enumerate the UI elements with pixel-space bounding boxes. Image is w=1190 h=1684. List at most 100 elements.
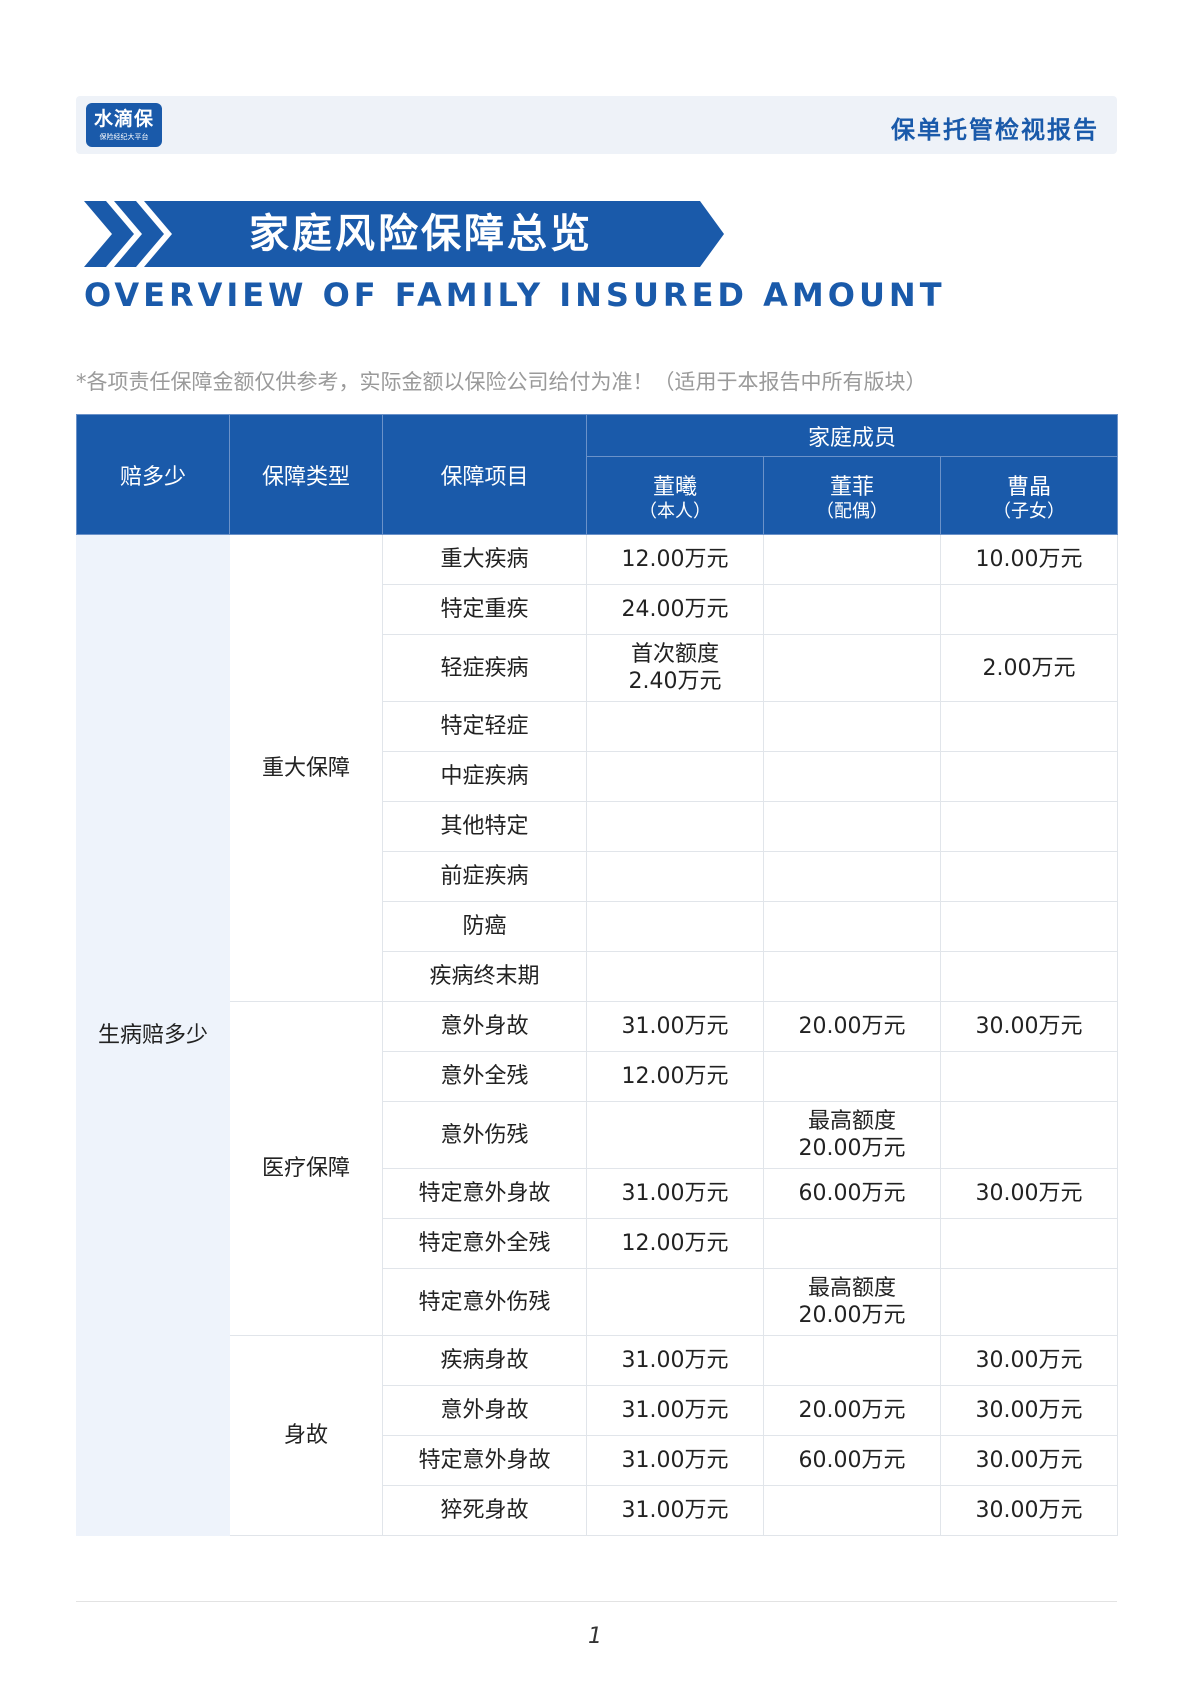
value-cell xyxy=(763,1218,941,1269)
item-cell: 意外伤残 xyxy=(382,1101,587,1169)
item-cell: 中症疾病 xyxy=(382,751,587,802)
value-cell xyxy=(940,1051,1118,1102)
item-cell: 前症疾病 xyxy=(382,851,587,902)
value-cell xyxy=(940,801,1118,852)
table-row: 疾病终末期 xyxy=(77,951,1118,1002)
value-cell: 31.00万元 xyxy=(586,1001,764,1052)
value-cell xyxy=(940,851,1118,902)
value-cell xyxy=(763,951,941,1002)
value-line: 20.00万元 xyxy=(798,1136,906,1161)
table-row: 身故 疾病身故 31.00万元 30.00万元 xyxy=(77,1335,1118,1536)
value-cell: 30.00万元 xyxy=(940,1385,1118,1436)
table-row: 其他特定 xyxy=(77,801,1118,852)
value-cell xyxy=(586,951,764,1002)
value-cell xyxy=(763,851,941,902)
value-cell: 20.00万元 xyxy=(763,1001,941,1052)
value-line: 2.40万元 xyxy=(628,669,722,694)
value-cell: 20.00万元 xyxy=(763,1385,941,1436)
value-cell xyxy=(763,634,941,702)
item-cell: 特定意外身故 xyxy=(382,1435,587,1486)
table-row: 特定意外身故 31.00万元 60.00万元 30.00万元 xyxy=(77,1168,1118,1219)
report-title: 保单托管检视报告 xyxy=(891,116,1099,144)
table-row: 中症疾病 xyxy=(77,751,1118,802)
table-row: 特定重疾 24.00万元 xyxy=(77,584,1118,635)
member-header: 董菲 （配偶） xyxy=(763,456,941,535)
header-coverage-item: 保障项目 xyxy=(382,414,587,535)
table-row: 生病赔多少 重大保障 重大疾病 12.00万元 10.00万元 xyxy=(76,534,1118,1536)
value-cell: 30.00万元 xyxy=(940,1001,1118,1052)
coverage-table: 赔多少 保障类型 保障项目 家庭成员 董曦 （本人） 董菲 （配偶） 曹晶 （子女） … xyxy=(76,414,1118,1536)
value-line: 最高额度 xyxy=(807,1276,896,1301)
value-cell xyxy=(940,1268,1118,1336)
disclaimer-note: *各项责任保障金额仅供参考，实际金额以保险公司给付为准！（适用于本报告中所有版块… xyxy=(76,370,927,394)
value-line: 20.00万元 xyxy=(798,1303,906,1328)
value-cell: 31.00万元 xyxy=(586,1485,764,1536)
value-cell: 最高额度 20.00万元 xyxy=(763,1268,941,1336)
page-number: 1 xyxy=(588,1624,602,1649)
value-cell xyxy=(763,534,941,585)
member-role: （子女） xyxy=(993,500,1065,522)
item-cell: 意外全残 xyxy=(382,1051,587,1102)
value-cell xyxy=(763,584,941,635)
value-cell: 30.00万元 xyxy=(940,1168,1118,1219)
item-cell: 特定轻症 xyxy=(382,701,587,752)
member-name: 董菲 xyxy=(829,474,874,500)
section-subtitle-en: OVERVIEW OF FAMILY INSURED AMOUNT xyxy=(84,276,946,314)
header-family-members: 家庭成员 xyxy=(586,414,1118,457)
value-cell xyxy=(763,801,941,852)
item-cell: 疾病终末期 xyxy=(382,951,587,1002)
item-cell: 特定意外伤残 xyxy=(382,1268,587,1336)
value-cell: 12.00万元 xyxy=(586,1051,764,1102)
value-cell xyxy=(763,701,941,752)
member-header: 董曦 （本人） xyxy=(586,456,764,535)
value-cell xyxy=(586,751,764,802)
value-cell: 12.00万元 xyxy=(586,1218,764,1269)
table-row: 特定轻症 xyxy=(77,701,1118,752)
item-cell: 特定意外全残 xyxy=(382,1218,587,1269)
value-cell xyxy=(763,1335,941,1386)
value-cell: 30.00万元 xyxy=(940,1435,1118,1486)
value-line: 首次额度 xyxy=(630,642,719,667)
value-cell xyxy=(940,1218,1118,1269)
value-cell: 12.00万元 xyxy=(586,534,764,585)
value-cell xyxy=(586,1268,764,1336)
item-cell: 特定意外身故 xyxy=(382,1168,587,1219)
item-cell: 特定重疾 xyxy=(382,584,587,635)
value-cell: 10.00万元 xyxy=(940,534,1118,585)
value-cell: 31.00万元 xyxy=(586,1385,764,1436)
value-cell xyxy=(763,1485,941,1536)
value-cell xyxy=(586,851,764,902)
value-cell xyxy=(940,1101,1118,1169)
logo-subtext: 保险经纪大平台 xyxy=(99,133,149,141)
value-cell xyxy=(763,901,941,952)
value-cell: 31.00万元 xyxy=(586,1168,764,1219)
member-role: （本人） xyxy=(639,500,711,522)
value-cell xyxy=(940,951,1118,1002)
member-name: 曹晶 xyxy=(1006,474,1051,500)
value-cell xyxy=(586,1101,764,1169)
value-cell xyxy=(940,751,1118,802)
value-cell xyxy=(586,901,764,952)
value-cell xyxy=(763,751,941,802)
table-row: 特定意外身故 31.00万元 60.00万元 30.00万元 xyxy=(77,1435,1118,1486)
value-cell xyxy=(940,901,1118,952)
value-cell: 30.00万元 xyxy=(940,1335,1118,1386)
value-cell: 60.00万元 xyxy=(763,1435,941,1486)
section-banner: 家庭风险保障总览 xyxy=(84,201,724,267)
value-cell xyxy=(940,701,1118,752)
item-cell: 其他特定 xyxy=(382,801,587,852)
category-cell: 生病赔多少 xyxy=(76,534,230,1536)
value-cell xyxy=(586,801,764,852)
value-cell: 31.00万元 xyxy=(586,1435,764,1486)
chevron-banner-icon xyxy=(84,201,724,267)
coverage-group-cell: 身故 xyxy=(229,1335,383,1536)
item-cell: 防癌 xyxy=(382,901,587,952)
value-cell xyxy=(940,584,1118,635)
value-cell: 最高额度 20.00万元 xyxy=(763,1101,941,1169)
value-cell: 2.00万元 xyxy=(940,634,1118,702)
header-coverage-type: 保障类型 xyxy=(229,414,383,535)
footer-divider xyxy=(76,1601,1117,1602)
table-row: 医疗保障 意外身故 31.00万元 20.00万元 30.00万元 xyxy=(77,1001,1118,1336)
item-cell: 意外身故 xyxy=(382,1001,587,1052)
coverage-group-cell: 重大保障 xyxy=(229,534,383,1002)
